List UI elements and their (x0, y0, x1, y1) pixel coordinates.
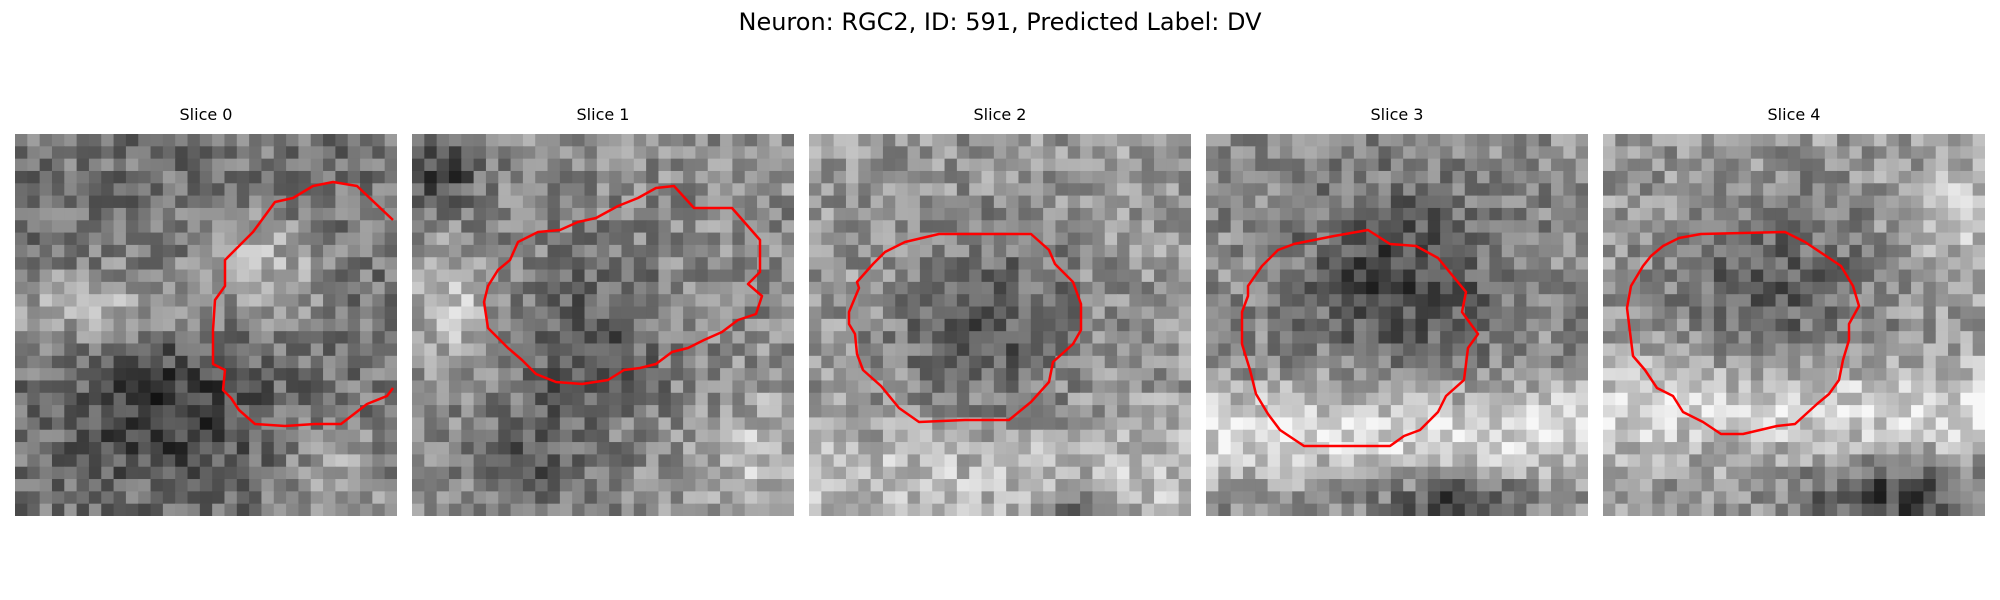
slice-image-1 (412, 134, 794, 516)
slice-title-0: Slice 0 (179, 105, 233, 124)
slice-image-3 (1206, 134, 1588, 516)
pixel-grid (412, 134, 794, 516)
figure-title: Neuron: RGC2, ID: 591, Predicted Label: … (738, 8, 1262, 36)
slice-title-2: Slice 2 (973, 105, 1027, 124)
cell-contour (1625, 230, 1861, 436)
slice-image-4 (1603, 134, 1985, 516)
slice-image-0 (15, 134, 397, 516)
slice-title-1: Slice 1 (576, 105, 630, 124)
pixel-grid (1603, 134, 1985, 516)
cell-contour (211, 180, 394, 428)
pixel-grid (1206, 134, 1588, 516)
slice-title-3: Slice 3 (1370, 105, 1424, 124)
slice-image-2 (809, 134, 1191, 516)
pixel-grid (15, 134, 397, 516)
pixel-grid (809, 134, 1191, 516)
cell-contour (1240, 228, 1480, 448)
slice-title-4: Slice 4 (1767, 105, 1821, 124)
cell-contour (482, 184, 764, 386)
cell-contour (847, 232, 1083, 424)
